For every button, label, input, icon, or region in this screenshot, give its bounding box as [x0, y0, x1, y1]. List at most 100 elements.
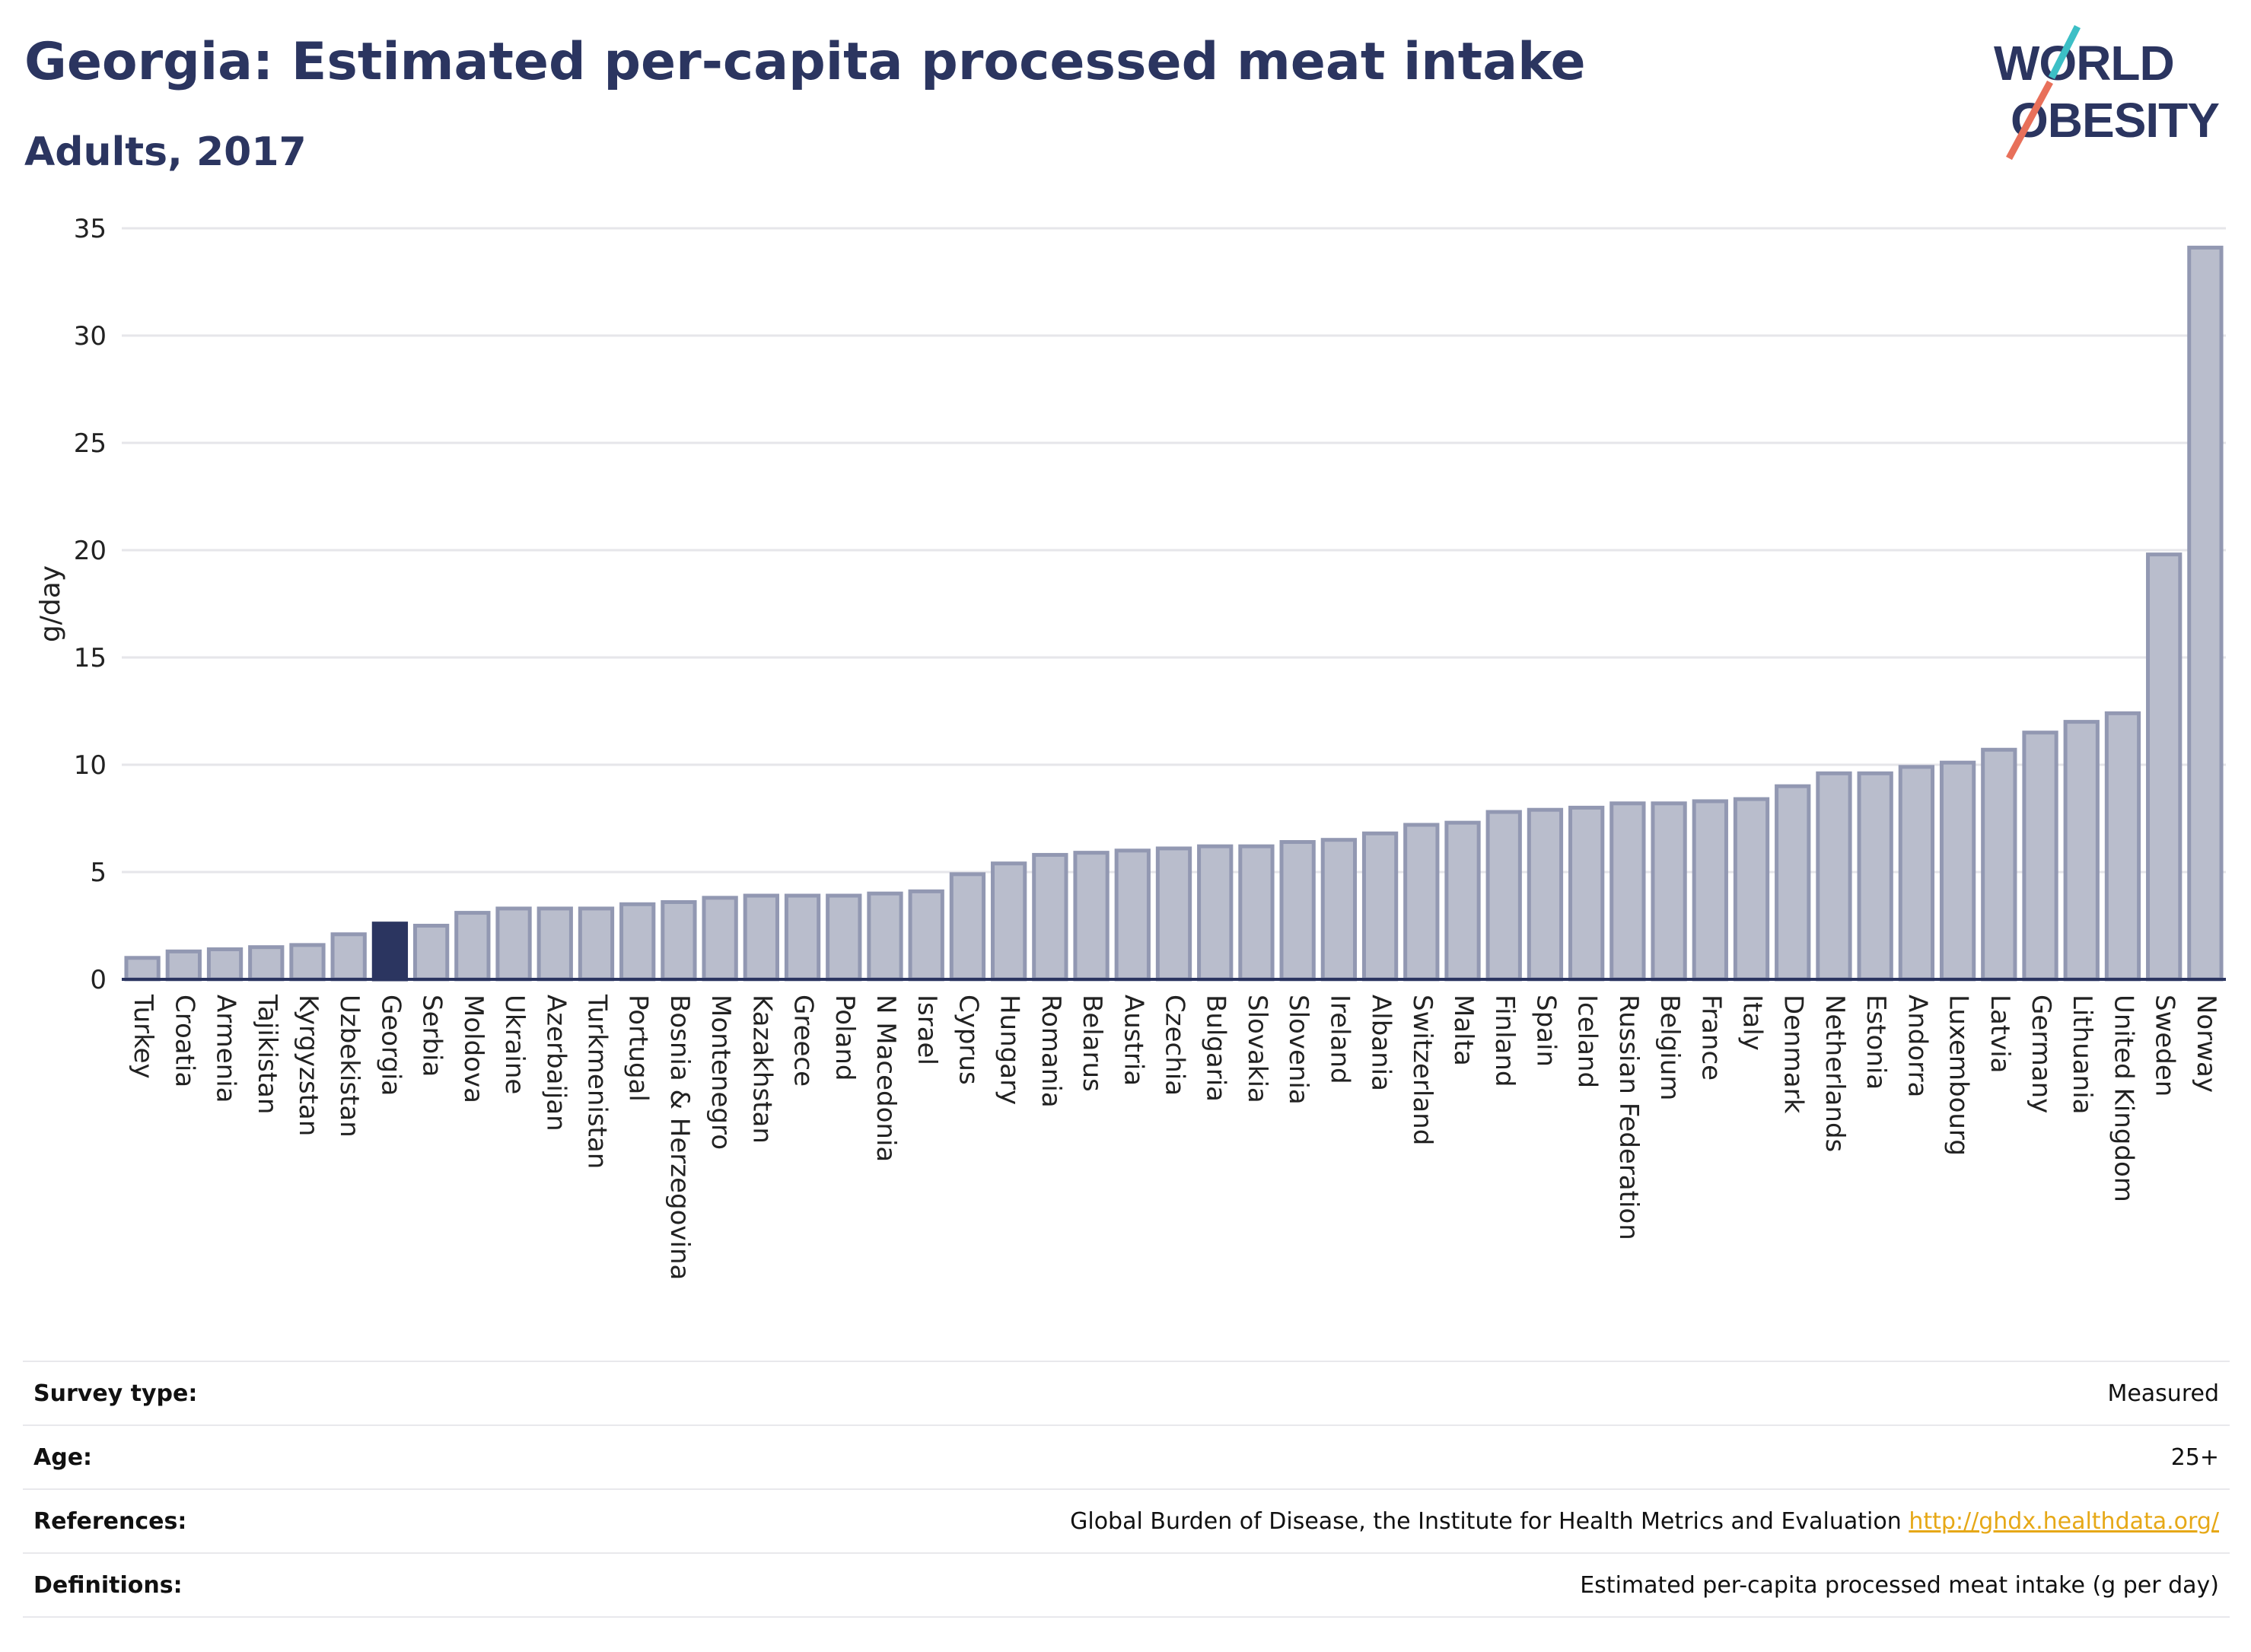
bar-spain [1527, 807, 1564, 982]
age-label: Age: [33, 1444, 93, 1471]
bar-n-macedonia [867, 891, 903, 982]
x-tick-label: N Macedonia [871, 995, 901, 1162]
bar-poland [826, 893, 862, 982]
x-tick-label: Austria [1118, 995, 1148, 1086]
x-tick-label: Estonia [1861, 995, 1891, 1090]
world-obesity-logo: WORLD OBESITY [1994, 24, 2220, 160]
logo-teal-slash [2048, 24, 2081, 80]
references-link[interactable]: http://ghdx.healthdata.org/ [1909, 1507, 2219, 1535]
x-tick-label: Spain [1530, 995, 1561, 1067]
references-text: Global Burden of Disease, the Institute … [1070, 1507, 1902, 1535]
x-tick-label: Slovenia [1283, 995, 1313, 1105]
y-tick-label: 0 [90, 965, 107, 995]
x-tick-label: Belarus [1077, 995, 1107, 1092]
bar-chart: 0 5 10 15 20 25 30 35 Turkey Croatia Armenia Tajik… [35, 214, 2226, 1280]
x-tick-label: Azerbaijan [540, 995, 571, 1132]
references-label: References: [33, 1507, 187, 1535]
x-tick-label: Latvia [1985, 995, 2015, 1074]
x-tick-label: Portugal [623, 995, 654, 1102]
x-tick-label: Bulgaria [1201, 995, 1231, 1102]
bar-azerbaijan [536, 906, 573, 982]
bar-romania [1032, 852, 1068, 982]
bar-moldova [454, 911, 491, 982]
world-obesity-logo-text: WORLD OBESITY [1994, 36, 2220, 148]
y-tick-label: 15 [74, 643, 107, 673]
x-tick-label: Belgium [1654, 995, 1685, 1100]
y-tick-label: 10 [74, 750, 107, 781]
info-row-references: References: Global Burden of Disease, th… [23, 1488, 2230, 1552]
x-tick-label: Romania [1036, 995, 1066, 1108]
bar-bosnia-herzegovina [661, 899, 697, 982]
bar-montenegro [702, 896, 738, 982]
x-tick-label: France [1695, 995, 1726, 1081]
bar-israel [908, 889, 944, 982]
bar-france [1692, 799, 1728, 982]
x-tick-label: United Kingdom [2108, 995, 2138, 1202]
x-axis-ticks: Turkey Croatia Armenia Tajikistan Kyrgyzstan… [128, 994, 2221, 1280]
bar-estonia [1857, 771, 1893, 982]
bar-greece [784, 893, 821, 982]
bar-sweden [2146, 552, 2183, 982]
x-tick-label: Georgia [375, 995, 406, 1096]
x-tick-label: Bosnia & Herzegovina [664, 995, 695, 1280]
bar-belgium [1651, 801, 1687, 982]
x-tick-label: Czechia [1160, 995, 1190, 1096]
logo-coral-slash [2006, 80, 2053, 160]
x-tick-label: Kazakhstan [747, 995, 777, 1144]
x-tick-label: Cyprus [953, 995, 983, 1085]
bar-finland [1485, 810, 1522, 982]
bar-latvia [1981, 747, 2017, 982]
bar-hungary [990, 861, 1027, 982]
bar-kyrgyzstan [289, 943, 326, 982]
bar-iceland [1568, 805, 1605, 982]
y-tick-label: 35 [74, 214, 107, 244]
x-tick-label: Italy [1737, 995, 1768, 1051]
bar-portugal [619, 902, 656, 982]
page-subtitle: Adults, 2017 [24, 129, 307, 175]
bar-austria [1114, 848, 1151, 982]
x-tick-label: Ireland [1324, 995, 1355, 1084]
bar-kazakhstan [743, 893, 779, 982]
x-tick-label: Turkmenistan [581, 994, 612, 1169]
bars [124, 245, 2224, 982]
x-tick-label: Israel [912, 995, 942, 1065]
y-tick-label: 5 [90, 858, 107, 888]
bar-armenia [206, 947, 244, 982]
bar-georgia [371, 921, 409, 982]
bar-switzerland [1403, 823, 1440, 982]
survey-type-label: Survey type: [33, 1380, 198, 1407]
x-tick-label: Ukraine [499, 995, 530, 1094]
x-tick-label: Andorra [1902, 995, 1932, 1097]
x-tick-label: Moldova [458, 995, 489, 1103]
x-tick-label: Russian Federation [1613, 995, 1644, 1240]
bar-slovakia [1238, 844, 1275, 982]
x-tick-label: Iceland [1572, 995, 1603, 1088]
bar-russian-federation [1609, 801, 1646, 982]
y-axis-ticks: 0 5 10 15 20 25 30 35 [74, 214, 107, 995]
x-tick-label: Armenia [211, 995, 241, 1103]
y-tick-label: 30 [74, 321, 107, 352]
bar-netherlands [1816, 771, 1852, 982]
bar-uzbekistan [330, 932, 367, 982]
y-tick-label: 20 [74, 536, 107, 566]
x-tick-label: Kyrgyzstan [293, 995, 323, 1136]
bar-cyprus [949, 872, 986, 982]
bar-albania [1361, 831, 1399, 982]
bar-belarus [1073, 851, 1110, 982]
bar-luxembourg [1939, 760, 1976, 982]
bar-serbia [412, 924, 450, 982]
bar-denmark [1775, 784, 1811, 982]
bar-united-kingdom [2104, 711, 2141, 982]
bar-norway [2187, 245, 2224, 982]
bar-italy [1733, 797, 1770, 982]
bar-turkey [124, 956, 161, 982]
bar-croatia [165, 949, 202, 982]
bar-andorra [1898, 765, 1935, 982]
info-row-survey-type: Survey type: Measured [23, 1361, 2230, 1424]
x-tick-label: Slovakia [1242, 995, 1272, 1103]
x-tick-label: Luxembourg [1944, 995, 1974, 1156]
bar-germany [2022, 731, 2058, 982]
y-axis-label: g/day [35, 565, 66, 642]
bar-lithuania [2063, 720, 2100, 982]
info-row-definitions: Definitions: Estimated per-capita proces… [23, 1552, 2230, 1618]
